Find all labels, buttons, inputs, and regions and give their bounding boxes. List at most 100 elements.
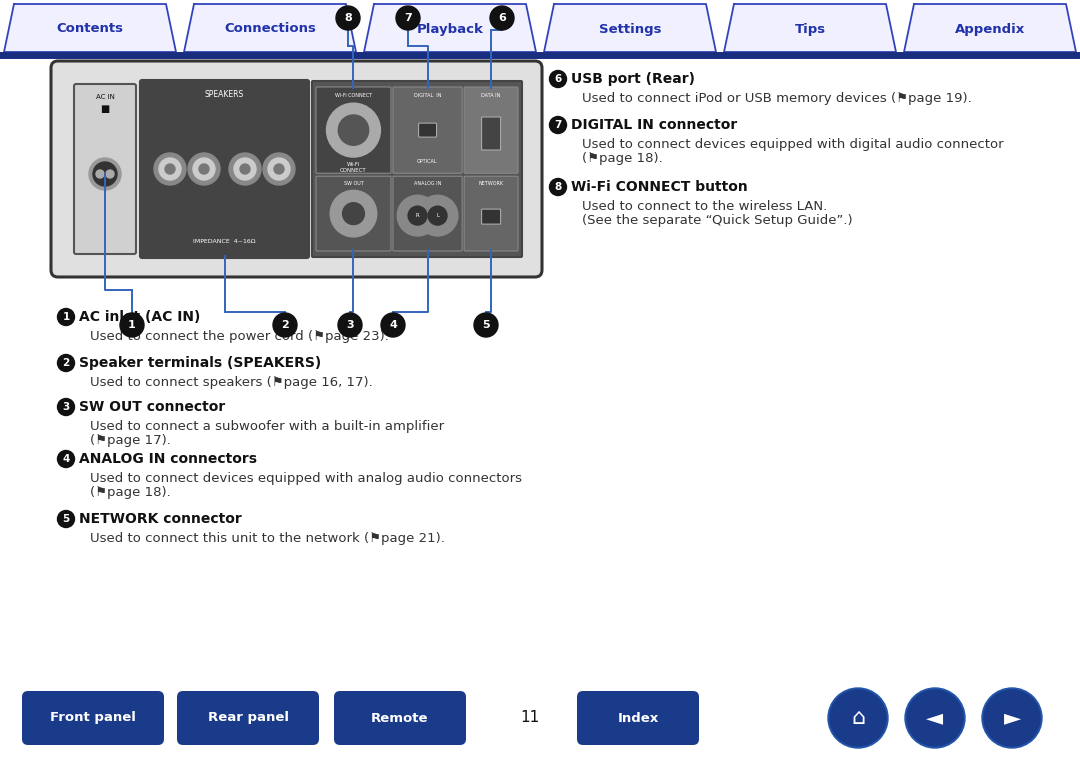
Text: Used to connect to the wireless LAN.: Used to connect to the wireless LAN.	[582, 200, 827, 213]
FancyBboxPatch shape	[393, 177, 462, 251]
Text: SW OUT connector: SW OUT connector	[79, 400, 226, 414]
Circle shape	[397, 196, 437, 236]
Circle shape	[89, 158, 121, 190]
Circle shape	[57, 511, 75, 527]
Text: 1: 1	[129, 320, 136, 330]
FancyBboxPatch shape	[482, 117, 501, 150]
Text: 6: 6	[498, 13, 505, 23]
Circle shape	[550, 179, 567, 196]
Text: 3: 3	[63, 402, 69, 412]
Circle shape	[490, 6, 514, 30]
Text: NETWORK connector: NETWORK connector	[79, 512, 242, 526]
Text: (⚑page 18).: (⚑page 18).	[90, 486, 171, 499]
Text: SW OUT: SW OUT	[343, 181, 363, 186]
Circle shape	[229, 153, 261, 185]
Polygon shape	[724, 4, 896, 52]
FancyBboxPatch shape	[316, 87, 391, 174]
Circle shape	[268, 158, 291, 180]
Polygon shape	[544, 4, 716, 52]
FancyBboxPatch shape	[140, 80, 309, 258]
Circle shape	[330, 190, 377, 237]
FancyBboxPatch shape	[51, 61, 542, 277]
Circle shape	[193, 158, 215, 180]
Text: Wi-Fi CONNECT button: Wi-Fi CONNECT button	[571, 180, 747, 194]
Text: L: L	[436, 213, 440, 218]
Text: DIGITAL IN connector: DIGITAL IN connector	[571, 118, 738, 132]
Text: AC inlet (AC IN): AC inlet (AC IN)	[79, 310, 201, 324]
Text: (⚑page 18).: (⚑page 18).	[582, 152, 663, 165]
Text: Used to connect iPod or USB memory devices (⚑page 19).: Used to connect iPod or USB memory devic…	[582, 92, 972, 105]
Circle shape	[273, 313, 297, 337]
Text: Used to connect devices equipped with digital audio connector: Used to connect devices equipped with di…	[582, 138, 1003, 151]
Text: Used to connect this unit to the network (⚑page 21).: Used to connect this unit to the network…	[90, 532, 445, 545]
Text: Playback: Playback	[417, 23, 484, 36]
Circle shape	[828, 688, 888, 748]
Text: SPEAKERS: SPEAKERS	[205, 90, 244, 99]
FancyBboxPatch shape	[75, 84, 136, 254]
Polygon shape	[4, 4, 176, 52]
Text: 7: 7	[554, 120, 562, 130]
Circle shape	[831, 690, 886, 746]
Circle shape	[550, 71, 567, 88]
Circle shape	[338, 115, 368, 145]
FancyBboxPatch shape	[419, 123, 436, 137]
Text: 2: 2	[281, 320, 288, 330]
Text: IMPEDANCE  4~16Ω: IMPEDANCE 4~16Ω	[193, 239, 256, 244]
Text: DATA IN: DATA IN	[482, 93, 501, 98]
Text: 4: 4	[63, 454, 70, 464]
Text: NETWORK: NETWORK	[478, 181, 503, 186]
Circle shape	[408, 206, 427, 225]
Circle shape	[93, 162, 117, 186]
Text: Used to connect the power cord (⚑page 23).: Used to connect the power cord (⚑page 23…	[90, 330, 389, 343]
Circle shape	[338, 313, 362, 337]
Text: 5: 5	[482, 320, 490, 330]
Circle shape	[154, 153, 186, 185]
Polygon shape	[904, 4, 1076, 52]
Text: ◄: ◄	[927, 708, 944, 728]
Circle shape	[199, 164, 210, 174]
Circle shape	[57, 399, 75, 416]
Text: OPTICAL: OPTICAL	[417, 159, 437, 164]
Text: 11: 11	[521, 711, 540, 725]
Text: 2: 2	[63, 358, 69, 368]
Circle shape	[396, 6, 420, 30]
Text: USB port (Rear): USB port (Rear)	[571, 72, 696, 86]
Circle shape	[264, 153, 295, 185]
Circle shape	[474, 313, 498, 337]
Circle shape	[336, 6, 360, 30]
Text: DIGITAL  IN: DIGITAL IN	[414, 93, 442, 98]
Text: Settings: Settings	[598, 23, 661, 36]
Circle shape	[165, 164, 175, 174]
Circle shape	[982, 688, 1042, 748]
Circle shape	[907, 690, 963, 746]
Circle shape	[188, 153, 220, 185]
Circle shape	[417, 196, 458, 236]
Text: (⚑page 17).: (⚑page 17).	[90, 434, 171, 447]
Polygon shape	[364, 4, 536, 52]
Text: Used to connect speakers (⚑page 16, 17).: Used to connect speakers (⚑page 16, 17).	[90, 376, 373, 389]
Text: 5: 5	[63, 514, 69, 524]
Circle shape	[274, 164, 284, 174]
Text: ANALOG IN: ANALOG IN	[414, 181, 442, 186]
Text: Contents: Contents	[56, 23, 123, 36]
Circle shape	[57, 308, 75, 326]
Text: 1: 1	[63, 312, 69, 322]
Text: Tips: Tips	[795, 23, 825, 36]
Polygon shape	[184, 4, 356, 52]
Circle shape	[240, 164, 249, 174]
Circle shape	[984, 690, 1040, 746]
Text: 8: 8	[554, 182, 562, 192]
Text: 6: 6	[554, 74, 562, 84]
Circle shape	[120, 313, 144, 337]
Text: Wi-Fi CONNECT: Wi-Fi CONNECT	[335, 93, 373, 98]
Text: Remote: Remote	[372, 712, 429, 724]
Text: 8: 8	[345, 13, 352, 23]
Text: (See the separate “Quick Setup Guide”.): (See the separate “Quick Setup Guide”.)	[582, 214, 852, 227]
Text: ⌂: ⌂	[851, 708, 865, 728]
Text: Front panel: Front panel	[50, 712, 136, 724]
Text: 4: 4	[389, 320, 397, 330]
Text: Index: Index	[618, 712, 659, 724]
Circle shape	[159, 158, 181, 180]
Text: 7: 7	[404, 13, 411, 23]
Circle shape	[428, 206, 447, 225]
